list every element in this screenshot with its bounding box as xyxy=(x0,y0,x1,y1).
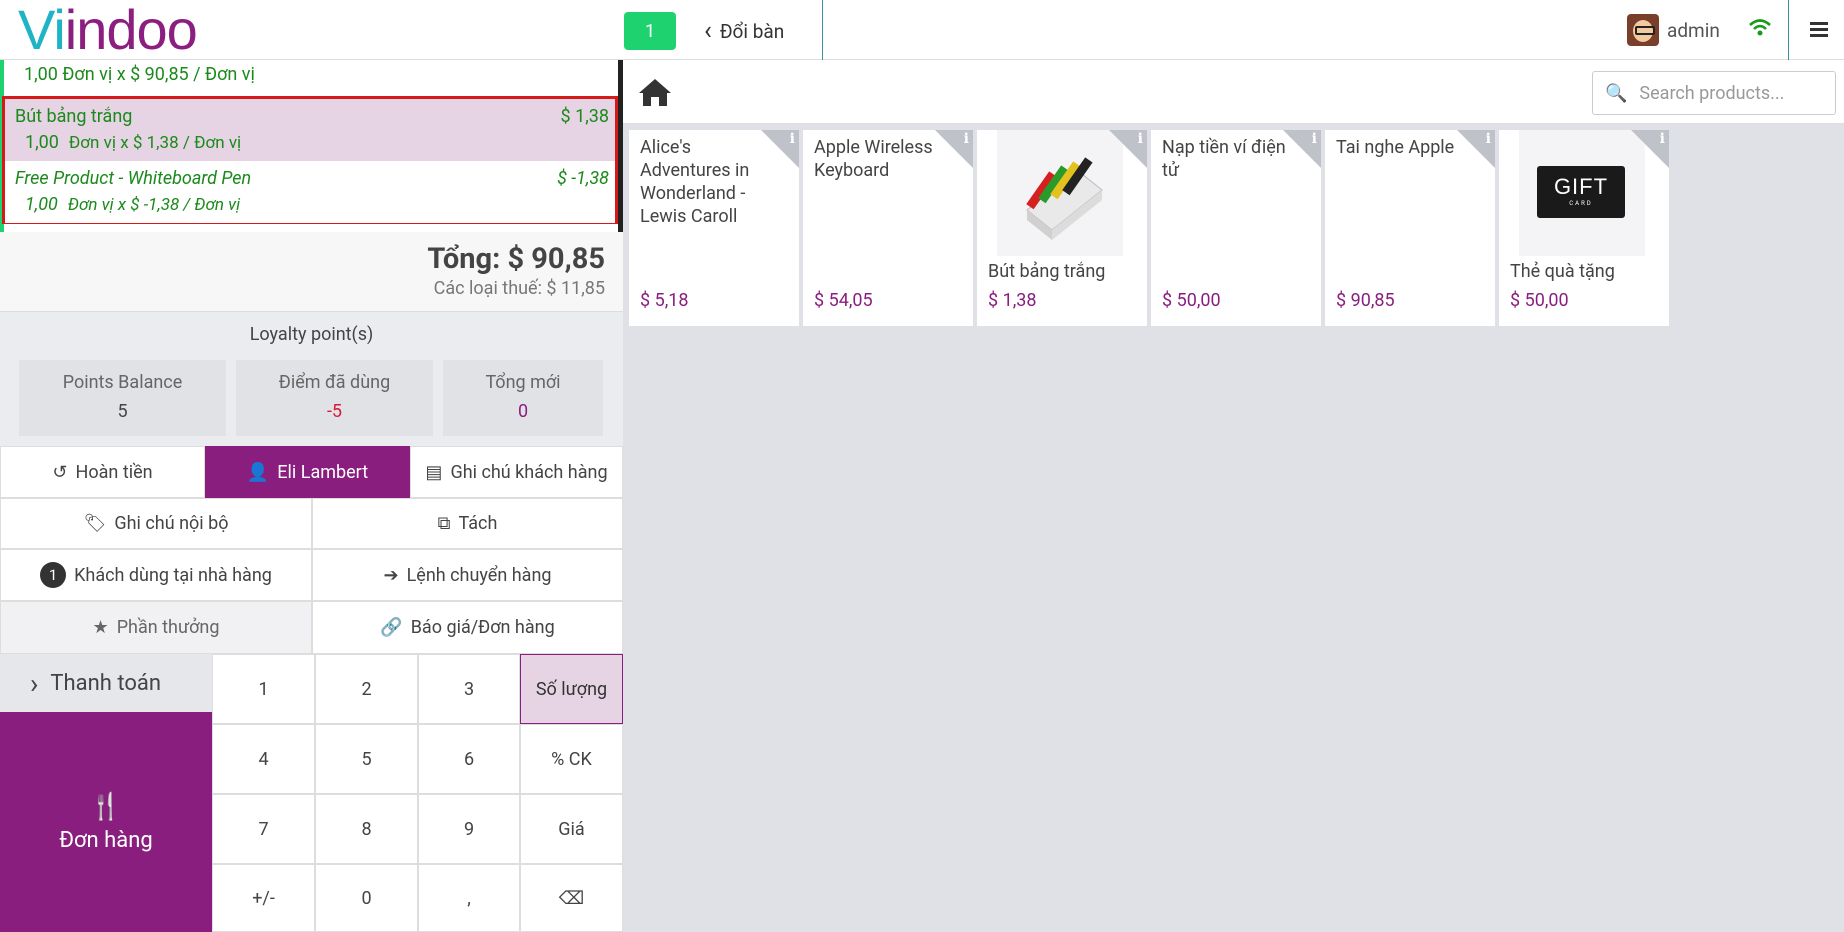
numpad-key-9[interactable]: 9 xyxy=(418,794,520,864)
info-corner xyxy=(761,130,799,168)
product-image xyxy=(997,130,1123,256)
numpad-key-4[interactable]: 4 xyxy=(212,724,315,794)
change-table-button[interactable]: ‹ Đổi bàn xyxy=(704,14,784,48)
points-used: Điểm đã dùng -5 xyxy=(236,360,433,436)
numpad-key-5[interactable]: 5 xyxy=(315,724,418,794)
info-icon[interactable]: i xyxy=(1311,131,1317,147)
guests-count-badge: 1 xyxy=(40,562,67,588)
payment-button[interactable]: › Thanh toán xyxy=(0,654,212,712)
product-card[interactable]: GIFT CARD i Thẻ quà tặng $ 50,00 xyxy=(1499,130,1669,326)
chevron-right-icon: › xyxy=(30,666,39,700)
user-icon: 👤 xyxy=(246,461,270,483)
info-corner xyxy=(935,130,973,168)
order-panel: 1,00 Đơn vị x $ 90,85 / Đơn vị Bút bảng … xyxy=(0,60,623,932)
product-card[interactable]: i Alice's Adventures in Wonderland - Lew… xyxy=(629,130,799,326)
user-menu[interactable]: admin xyxy=(1627,14,1720,46)
reward-button[interactable]: ★ Phần thưởng xyxy=(0,601,312,654)
refund-button[interactable]: ↺ Hoàn tiền xyxy=(0,446,205,498)
quotation-button[interactable]: 🔗 Báo giá/Đơn hàng xyxy=(312,601,623,654)
info-icon[interactable]: i xyxy=(1659,131,1665,147)
numpad-key-decimal[interactable]: , xyxy=(418,864,520,932)
info-corner xyxy=(1283,130,1321,168)
quantity-mode-button[interactable]: Số lượng xyxy=(520,654,623,724)
menu-icon[interactable] xyxy=(1810,22,1828,38)
order-line[interactable]: Free Product - Whiteboard Pen $ -1,38 1,… xyxy=(5,161,615,223)
numpad-key-0[interactable]: 0 xyxy=(315,864,418,932)
points-balance: Points Balance 5 xyxy=(19,360,226,436)
product-card[interactable]: i Apple Wireless Keyboard $ 54,05 xyxy=(803,130,973,326)
tag-icon: 🏷 xyxy=(83,513,107,534)
internal-note-button[interactable]: 🏷 Ghi chú nội bộ xyxy=(0,498,312,549)
avatar xyxy=(1627,14,1659,46)
numpad-key-2[interactable]: 2 xyxy=(315,654,418,724)
product-screen: 🔍 Search products... i Alice's Adventure… xyxy=(623,60,1844,932)
points-new-total: Tổng mới 0 xyxy=(443,360,603,436)
search-input[interactable]: Search products... xyxy=(1639,82,1785,104)
info-icon[interactable]: i xyxy=(789,131,795,147)
top-bar: Viindoo 1 ‹ Đổi bàn admin xyxy=(0,0,1844,60)
loyalty-panel: Loyalty point(s) Points Balance 5 Điểm đ… xyxy=(0,312,623,446)
info-icon[interactable]: i xyxy=(963,131,969,147)
utensils-icon: 🍴 xyxy=(89,791,123,822)
transfer-button[interactable]: ➔ Lệnh chuyển hàng xyxy=(312,549,623,601)
chevron-left-icon: ‹ xyxy=(704,16,712,46)
order-taxes: Các loại thuế: $ 11,85 xyxy=(433,278,605,299)
numpad-key-1[interactable]: 1 xyxy=(212,654,315,724)
info-icon[interactable]: i xyxy=(1485,131,1491,147)
numpad-key-plusminus[interactable]: +/- xyxy=(212,864,315,932)
gift-card-image: GIFT CARD xyxy=(1537,166,1625,218)
info-corner xyxy=(1457,130,1495,168)
numpad-key-8[interactable]: 8 xyxy=(315,794,418,864)
guests-button[interactable]: 1 Khách dùng tại nhà hàng xyxy=(0,549,312,601)
product-card[interactable]: i Bút bảng trắng $ 1,38 xyxy=(977,130,1147,326)
order-button[interactable]: 🍴 Đơn hàng xyxy=(0,712,212,932)
order-lines: 1,00 Đơn vị x $ 90,85 / Đơn vị Bút bảng … xyxy=(0,60,623,232)
numpad-key-3[interactable]: 3 xyxy=(418,654,520,724)
info-corner xyxy=(1631,130,1669,168)
product-card[interactable]: i Tai nghe Apple $ 90,85 xyxy=(1325,130,1495,326)
order-totals: Tổng: $ 90,85 Các loại thuế: $ 11,85 xyxy=(0,232,623,312)
split-icon: ⧉ xyxy=(437,513,451,534)
order-total: Tổng: $ 90,85 xyxy=(427,242,605,276)
undo-icon: ↺ xyxy=(52,461,68,483)
discount-mode-button[interactable]: % CK xyxy=(520,724,623,794)
order-line[interactable]: 1,00 Đơn vị x $ 90,85 / Đơn vị xyxy=(0,60,620,96)
home-icon[interactable] xyxy=(637,76,673,108)
table-number-badge[interactable]: 1 xyxy=(624,12,676,50)
info-icon[interactable]: i xyxy=(1137,131,1143,147)
numpad-key-6[interactable]: 6 xyxy=(418,724,520,794)
change-table-label: Đổi bàn xyxy=(719,19,785,43)
viindoo-logo: Viindoo xyxy=(18,0,198,61)
wifi-icon[interactable] xyxy=(1748,18,1772,38)
search-icon: 🔍 xyxy=(1605,82,1628,104)
order-line[interactable]: Bút bảng trắng $ 1,38 1,00 Đơn vị x $ 1,3… xyxy=(5,99,615,161)
backspace-button[interactable]: ⌫ xyxy=(520,864,623,932)
note-icon: ▤ xyxy=(425,461,443,483)
arrow-right-icon: ➔ xyxy=(383,564,399,586)
link-icon: 🔗 xyxy=(380,617,403,638)
loyalty-title: Loyalty point(s) xyxy=(249,324,374,345)
scrollbar[interactable] xyxy=(618,60,623,232)
product-header: 🔍 Search products... xyxy=(623,60,1844,124)
product-image: GIFT CARD xyxy=(1519,130,1645,256)
customer-note-button[interactable]: ▤ Ghi chú khách hàng xyxy=(410,446,623,498)
user-name: admin xyxy=(1667,18,1720,42)
selected-order-lines: Bút bảng trắng $ 1,38 1,00 Đơn vị x $ 1,3… xyxy=(2,96,618,224)
price-mode-button[interactable]: Giá xyxy=(520,794,623,864)
customer-button[interactable]: 👤 Eli Lambert xyxy=(205,446,410,498)
info-corner xyxy=(1109,130,1147,168)
star-icon: ★ xyxy=(92,617,109,638)
whiteboard-pens-image xyxy=(1026,157,1103,240)
search-products[interactable]: 🔍 Search products... xyxy=(1592,71,1836,115)
divider xyxy=(1788,0,1789,60)
divider xyxy=(822,0,823,60)
split-button[interactable]: ⧉ Tách xyxy=(312,498,623,549)
product-card[interactable]: i Nạp tiền ví điện tử $ 50,00 xyxy=(1151,130,1321,326)
numpad-key-7[interactable]: 7 xyxy=(212,794,315,864)
